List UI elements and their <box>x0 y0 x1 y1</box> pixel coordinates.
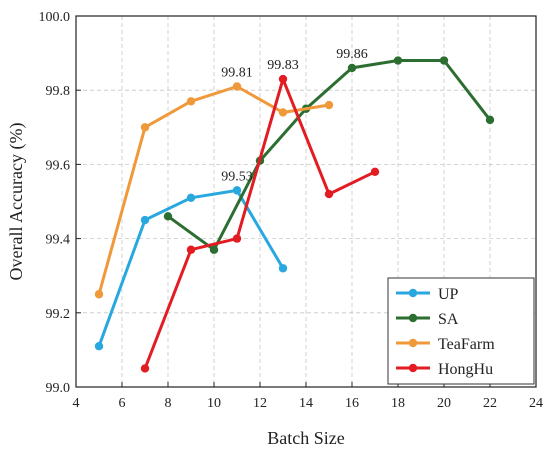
data-point <box>324 189 334 199</box>
y-tick-label: 99.4 <box>46 233 71 248</box>
data-point <box>140 215 150 225</box>
series-teafarm <box>94 82 334 299</box>
data-point <box>186 97 196 106</box>
x-tick-label: 14 <box>299 396 313 411</box>
data-point <box>186 193 196 202</box>
legend-item: HongHu <box>396 361 493 378</box>
series-layer <box>94 56 495 373</box>
series-honghu <box>140 74 380 373</box>
data-label: 99.81 <box>221 65 253 80</box>
legend-label: SA <box>438 311 459 328</box>
axis-ticks: 4 6 8 10 12 14 16 18 20 22 2499.099.299.499.699.81… <box>39 10 544 411</box>
y-tick-label: 99.0 <box>46 381 71 396</box>
data-point <box>232 234 242 243</box>
legend-label: TeaFarm <box>438 336 495 353</box>
data-point <box>278 108 288 117</box>
data-point <box>278 74 288 84</box>
data-point <box>140 364 150 373</box>
x-tick-label: 10 <box>207 396 221 411</box>
data-point <box>232 82 242 91</box>
y-tick-label: 100.0 <box>39 10 71 25</box>
series-line-sa <box>167 59 492 252</box>
x-tick-label: 6 <box>119 396 126 411</box>
data-point <box>94 290 104 299</box>
data-point <box>393 56 403 65</box>
x-tick-label: 8 <box>165 396 172 411</box>
legend-item: UP <box>396 286 459 303</box>
legend-swatch-marker <box>408 363 418 373</box>
data-point <box>485 115 495 125</box>
data-point <box>324 100 334 110</box>
data-label: 99.86 <box>336 47 368 62</box>
series-line-honghu <box>143 77 376 370</box>
legend-swatch-marker <box>408 313 418 323</box>
series-line-teafarm <box>97 85 330 295</box>
legend-swatch-marker <box>408 288 418 298</box>
data-point <box>186 245 196 254</box>
y-axis-label: Overall Accuracy (%) <box>6 123 27 281</box>
series-line-up <box>97 188 285 347</box>
x-tick-label: 16 <box>345 396 359 411</box>
data-point <box>163 212 173 221</box>
data-point <box>278 264 288 273</box>
legend-label: UP <box>438 286 459 303</box>
x-tick-label: 12 <box>253 396 267 411</box>
x-axis-label: Batch Size <box>267 428 344 448</box>
legend-item: SA <box>396 311 459 328</box>
series-sa <box>163 56 495 254</box>
x-tick-label: 18 <box>391 396 405 411</box>
annotation-layer: 99.53 99.81 99.83 99.86 <box>221 47 368 184</box>
series-up <box>94 186 288 351</box>
data-point <box>232 186 242 195</box>
legend: UP SA TeaFarm HongHu <box>387 277 535 385</box>
data-label: 99.83 <box>267 58 299 73</box>
y-tick-label: 99.2 <box>46 307 71 322</box>
data-point <box>94 341 104 351</box>
data-point <box>209 245 219 254</box>
data-label: 99.53 <box>221 169 253 184</box>
x-tick-label: 20 <box>437 396 451 411</box>
legend-item: TeaFarm <box>396 336 495 353</box>
x-tick-label: 24 <box>529 396 543 411</box>
x-tick-label: 4 <box>73 396 80 411</box>
x-tick-label: 22 <box>483 396 497 411</box>
data-point <box>140 123 150 132</box>
data-point <box>347 63 357 73</box>
legend-swatch-marker <box>408 338 418 348</box>
y-tick-label: 99.8 <box>46 84 71 99</box>
y-tick-label: 99.6 <box>46 158 71 173</box>
data-point <box>439 56 449 65</box>
data-point <box>370 167 380 177</box>
legend-label: HongHu <box>438 361 493 378</box>
